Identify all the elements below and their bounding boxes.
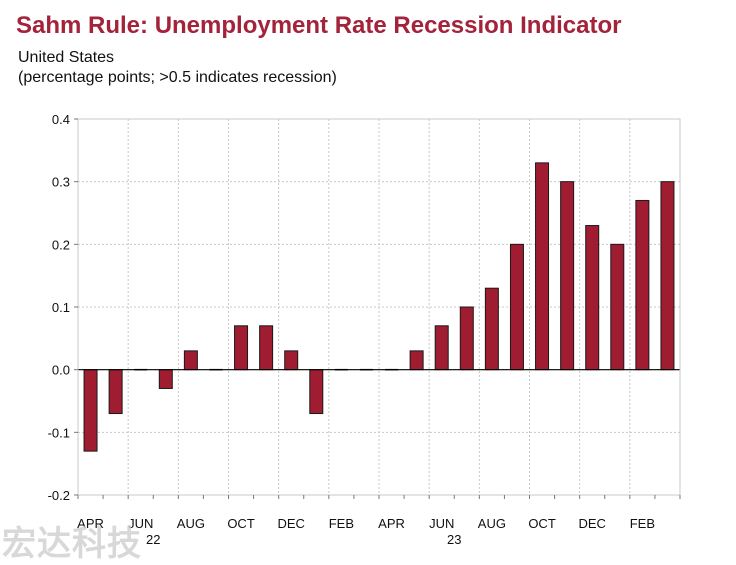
chart-subtitle-country: United States xyxy=(18,49,115,66)
y-tick-label: 0.0 xyxy=(52,363,70,378)
y-tick-label: -0.2 xyxy=(48,488,70,503)
x-tick-label: APR xyxy=(378,516,405,531)
bars xyxy=(83,162,675,452)
x-tick-label: JUN xyxy=(128,516,153,531)
bar xyxy=(284,350,299,371)
y-tick-label: 0.1 xyxy=(52,300,70,315)
x-tick-label: JUN xyxy=(429,516,454,531)
chart-subtitle-units: (percentage points; >0.5 indicates reces… xyxy=(18,69,337,86)
x-tick-label: DEC xyxy=(578,516,605,531)
bar xyxy=(484,287,499,371)
bar xyxy=(535,162,550,371)
x-tick-label: OCT xyxy=(528,516,556,531)
x-tick-label: FEB xyxy=(630,516,655,531)
year-label: 23 xyxy=(447,532,461,547)
x-tick-label: DEC xyxy=(277,516,304,531)
y-axis: -0.2 -0.1 0.0 0.1 0.2 0.3 0.4 xyxy=(48,112,78,503)
bar xyxy=(635,199,650,371)
year-label: 22 xyxy=(146,532,160,547)
bar xyxy=(459,306,474,371)
x-tick-label: FEB xyxy=(329,516,354,531)
bar xyxy=(585,225,600,371)
bar xyxy=(610,243,625,371)
bar xyxy=(183,350,198,371)
bar xyxy=(434,325,449,371)
x-tick-label: OCT xyxy=(227,516,255,531)
bar xyxy=(108,369,123,415)
y-tick-label: 0.2 xyxy=(52,237,70,252)
bar xyxy=(509,243,524,371)
bar xyxy=(409,350,424,371)
bar xyxy=(259,325,274,371)
x-tick-label: APR xyxy=(77,516,104,531)
bar xyxy=(158,369,173,389)
bar xyxy=(660,181,675,371)
bar xyxy=(309,369,324,415)
y-tick-label: -0.1 xyxy=(48,425,70,440)
chart-title: Sahm Rule: Unemployment Rate Recession I… xyxy=(16,12,622,39)
x-axis: APR JUN AUG OCT DEC FEB APR JUN AUG OCT DEC FEB 22 23 xyxy=(77,495,681,547)
y-tick-label: 0.4 xyxy=(52,112,70,127)
bar xyxy=(560,181,575,371)
bar xyxy=(234,325,249,371)
watermark-logo: 宏达科技 xyxy=(2,524,142,564)
x-tick-label: AUG xyxy=(177,516,205,531)
y-tick-label: 0.3 xyxy=(52,175,70,190)
bar xyxy=(83,369,98,452)
x-tick-label: AUG xyxy=(478,516,506,531)
